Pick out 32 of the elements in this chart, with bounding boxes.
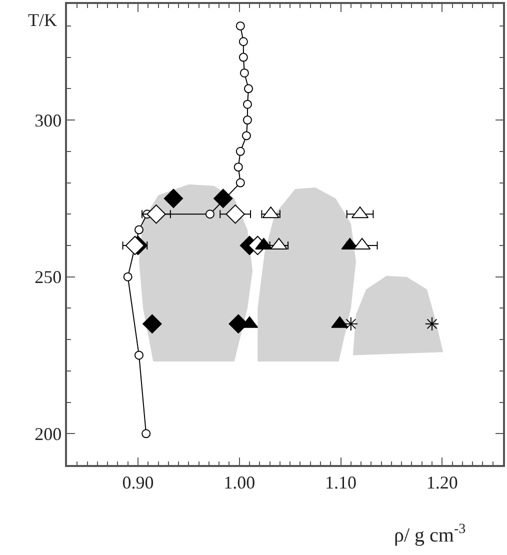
point — [242, 100, 252, 109]
y-tick-label: 250 — [34, 267, 62, 288]
x-tick-label: 0.90 — [122, 472, 154, 492]
point — [226, 204, 245, 224]
point — [134, 225, 144, 234]
point — [142, 314, 162, 334]
point — [164, 188, 184, 208]
point — [242, 131, 251, 140]
y-tick-label: 200 — [34, 424, 62, 444]
point — [236, 146, 245, 156]
point — [424, 316, 440, 331]
y-axis-title: T/K — [28, 10, 57, 30]
point — [236, 21, 245, 30]
point — [238, 37, 248, 46]
point — [238, 52, 248, 62]
point — [244, 84, 253, 94]
point — [240, 68, 249, 78]
point — [242, 116, 252, 125]
y-tick-label: 300 — [34, 110, 62, 130]
x-tick-label: 1.10 — [325, 472, 357, 492]
point — [134, 350, 144, 360]
point — [344, 316, 358, 331]
point — [205, 210, 214, 219]
point — [236, 178, 245, 188]
point — [146, 204, 166, 224]
point — [123, 272, 132, 282]
point — [142, 429, 151, 438]
x-axis-title: ρ/ g cm$^{-3}$ — [394, 522, 466, 546]
point — [214, 188, 233, 208]
x-tick-label: 1.20 — [426, 472, 458, 492]
point — [234, 162, 243, 172]
x-tick-label: 1.00 — [224, 472, 256, 492]
